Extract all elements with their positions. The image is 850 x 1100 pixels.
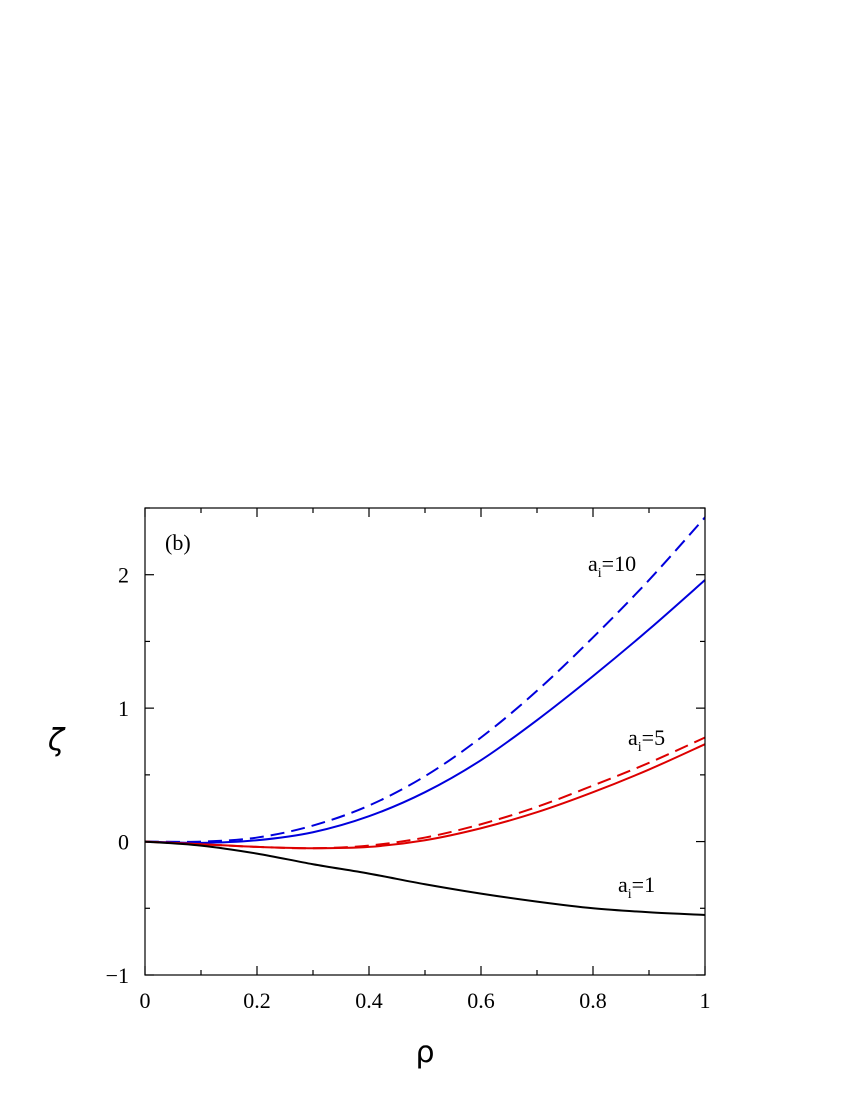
annotation-ai-1: ai=1 bbox=[618, 872, 655, 902]
annotation-ai-10-sub: i bbox=[598, 566, 602, 581]
annotation-ai-1-rest: =1 bbox=[632, 872, 655, 897]
annotation-ai-10-rest: =10 bbox=[602, 551, 636, 576]
x-tick-label: 0.6 bbox=[467, 988, 495, 1013]
x-tick-label: 0 bbox=[140, 988, 151, 1013]
series-line-a-i-10-solid bbox=[144, 579, 706, 844]
y-tick-label: −1 bbox=[106, 963, 129, 988]
y-tick-label: 1 bbox=[118, 696, 129, 721]
series-layer bbox=[144, 516, 706, 916]
annotation-ai-10-base: a bbox=[588, 551, 598, 576]
x-tick-label: 0.8 bbox=[579, 988, 607, 1013]
annotation-ai-5-base: a bbox=[628, 725, 638, 750]
y-tick-label: 0 bbox=[118, 830, 129, 855]
tick-labels: 0 0.2 0.4 0.6 0.8 1 −1 0 1 2 bbox=[106, 563, 711, 1013]
annotation-ai-5-sub: i bbox=[638, 740, 642, 755]
annotation-ai-5-rest: =5 bbox=[642, 725, 665, 750]
y-tick-label: 2 bbox=[118, 563, 129, 588]
y-axis-label: ζ bbox=[47, 723, 66, 758]
annotation-ai-10: ai=10 bbox=[588, 551, 636, 581]
annotation-ai-5: ai=5 bbox=[628, 725, 665, 755]
x-tick-label: 1 bbox=[700, 988, 711, 1013]
annotation-ai-1-base: a bbox=[618, 872, 628, 897]
x-axis-label: ρ bbox=[415, 1035, 434, 1070]
series-line-a-i-1-solid bbox=[144, 840, 706, 916]
x-tick-label: 0.2 bbox=[243, 988, 271, 1013]
series-line-a-i-10-dashed bbox=[144, 516, 706, 843]
panel-label: (b) bbox=[165, 530, 191, 555]
series-line-a-i-5-solid bbox=[144, 743, 706, 850]
x-tick-label: 0.4 bbox=[355, 988, 383, 1013]
axis-ticks bbox=[144, 507, 706, 976]
annotation-ai-1-sub: i bbox=[628, 887, 632, 902]
plot-frame bbox=[144, 507, 706, 976]
